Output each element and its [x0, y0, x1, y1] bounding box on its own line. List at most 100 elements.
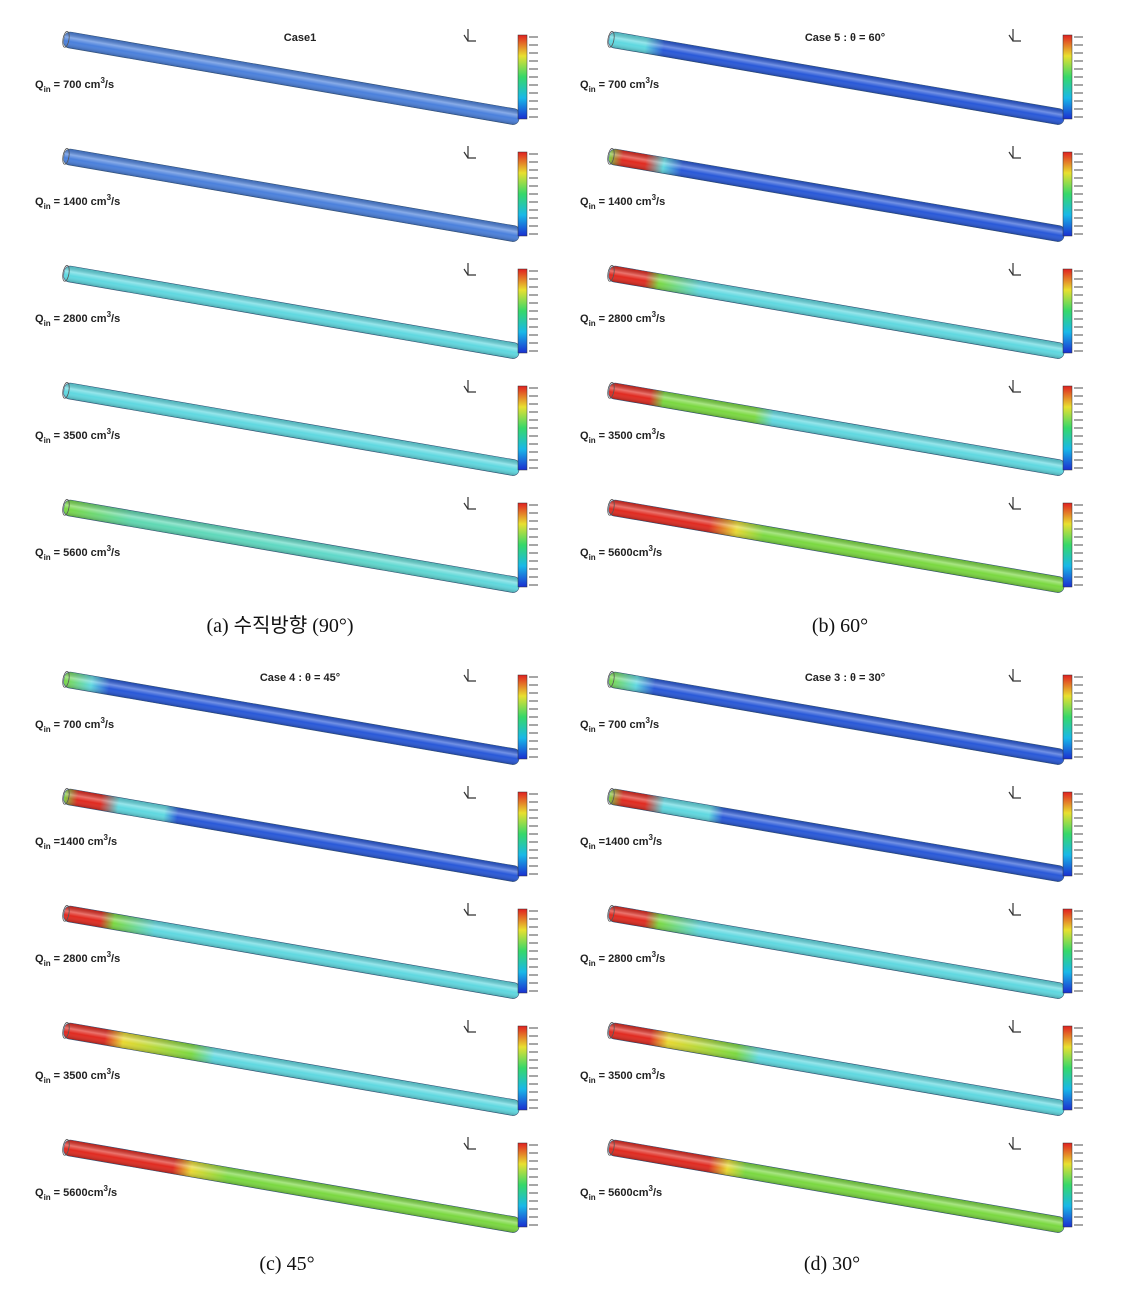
- pipe-shading: [63, 906, 520, 999]
- rate: = 2800 cm: [599, 313, 652, 325]
- pipe-shading: [608, 266, 1065, 359]
- pipe-shading: [608, 906, 1065, 999]
- flow-rate-label: Qin = 5600 cm3/s: [35, 544, 120, 562]
- pipe-end: [607, 1022, 615, 1039]
- colorbar: [517, 1142, 528, 1228]
- pipe-shading: [608, 789, 1065, 882]
- rate: = 3500 cm: [599, 430, 652, 442]
- superscript: 3: [645, 76, 650, 85]
- axis-icon: [463, 263, 476, 276]
- unit: /s: [650, 719, 659, 731]
- unit: /s: [108, 1187, 117, 1199]
- pipe-end: [607, 265, 615, 282]
- flow-rate-label: Qin = 3500 cm3/s: [580, 1067, 665, 1085]
- superscript: 3: [107, 1067, 112, 1076]
- pipe-shading: [608, 149, 1065, 242]
- pipe-end: [607, 382, 615, 399]
- pipe-shading: [63, 500, 520, 593]
- pipe: [62, 1139, 520, 1233]
- colorbar: [1062, 908, 1073, 994]
- symbol: Q: [580, 719, 589, 731]
- rate: = 1400 cm: [599, 196, 652, 208]
- unit: /s: [656, 196, 665, 208]
- rate: = 5600 cm: [54, 547, 107, 559]
- colorbar: [517, 502, 528, 588]
- unit: /s: [656, 953, 665, 965]
- superscript: 3: [649, 833, 654, 842]
- pipe-shading: [608, 672, 1065, 765]
- pipe-shading: [63, 383, 520, 476]
- colorbar: [1062, 791, 1073, 877]
- superscript: 3: [107, 193, 112, 202]
- superscript: 3: [104, 1184, 109, 1193]
- axis-icon: [463, 669, 476, 682]
- subscript: in: [44, 725, 51, 734]
- subscript: in: [589, 1193, 596, 1202]
- symbol: Q: [580, 953, 589, 965]
- rate: = 3500 cm: [599, 1070, 652, 1082]
- pipe-shading: [63, 1140, 520, 1233]
- axis-icon: [463, 786, 476, 799]
- symbol: Q: [35, 953, 44, 965]
- symbol: Q: [35, 719, 44, 731]
- panel-title: Case 3 : θ = 30°: [805, 672, 885, 684]
- pipe-end: [62, 382, 70, 399]
- pipe-end: [607, 31, 615, 48]
- superscript: 3: [649, 544, 654, 553]
- symbol: Q: [35, 196, 44, 208]
- axis-icon: [463, 146, 476, 159]
- superscript: 3: [104, 833, 109, 842]
- pipe-shading: [63, 672, 520, 765]
- subscript: in: [44, 959, 51, 968]
- superscript: 3: [652, 193, 657, 202]
- unit: /s: [653, 1187, 662, 1199]
- symbol: Q: [580, 1187, 589, 1199]
- symbol: Q: [35, 79, 44, 91]
- flow-rate-label: Qin = 700 cm3/s: [580, 76, 659, 94]
- colorbar: [1062, 502, 1073, 588]
- symbol: Q: [35, 547, 44, 559]
- pipe-shading: [608, 500, 1065, 593]
- superscript: 3: [100, 76, 105, 85]
- flow-rate-label: Qin = 3500 cm3/s: [35, 427, 120, 445]
- flow-rate-label: Qin = 2800 cm3/s: [35, 950, 120, 968]
- unit: /s: [653, 836, 662, 848]
- pipe: [62, 499, 520, 593]
- axis-icon: [463, 497, 476, 510]
- unit: /s: [111, 1070, 120, 1082]
- subscript: in: [44, 842, 51, 851]
- superscript: 3: [649, 1184, 654, 1193]
- superscript: 3: [645, 716, 650, 725]
- subscript: in: [589, 202, 596, 211]
- pipe-end: [607, 1139, 615, 1156]
- unit: /s: [656, 1070, 665, 1082]
- pipe-shading: [63, 266, 520, 359]
- symbol: Q: [580, 79, 589, 91]
- rate: =1400 cm: [54, 836, 104, 848]
- pipe-shading: [63, 1023, 520, 1116]
- colorbar: [517, 385, 528, 471]
- pipe-shading: [63, 149, 520, 242]
- symbol: Q: [580, 547, 589, 559]
- pipe: [62, 382, 520, 476]
- pipe: [607, 1022, 1065, 1116]
- axis-icon: [1008, 380, 1021, 393]
- subscript: in: [44, 1076, 51, 1085]
- subscript: in: [44, 85, 51, 94]
- colorbar: [1062, 151, 1073, 237]
- superscript: 3: [652, 1067, 657, 1076]
- colorbar: [517, 151, 528, 237]
- pipe-end: [62, 1022, 70, 1039]
- pipe-end: [62, 499, 70, 516]
- axis-icon: [1008, 1020, 1021, 1033]
- pipe-end: [62, 671, 70, 688]
- flow-rate-label: Qin = 2800 cm3/s: [35, 310, 120, 328]
- rate: = 3500 cm: [54, 1070, 107, 1082]
- axis-icon: [1008, 903, 1021, 916]
- flow-rate-label: Qin = 5600cm3/s: [580, 1184, 662, 1202]
- unit: /s: [656, 430, 665, 442]
- pipe: [607, 382, 1065, 476]
- axis-icon: [463, 903, 476, 916]
- pipe: [607, 148, 1065, 242]
